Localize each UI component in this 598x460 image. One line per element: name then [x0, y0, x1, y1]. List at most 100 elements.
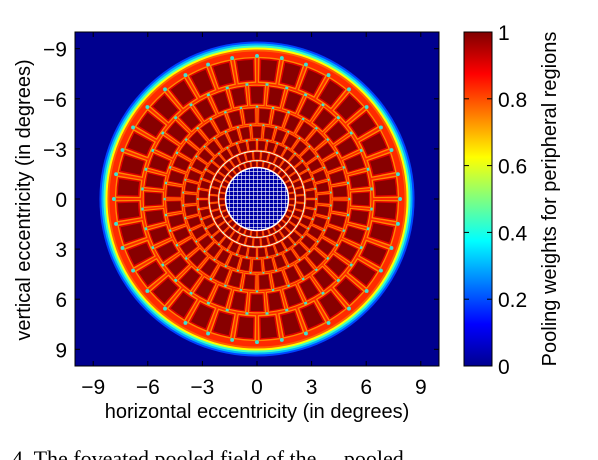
pooling-region-core	[295, 225, 307, 235]
pooling-region-core	[238, 246, 247, 256]
pooling-region-core	[127, 133, 153, 155]
pooling-region-core	[316, 206, 329, 216]
pooling-region-core	[203, 217, 214, 227]
pooling-region-core	[329, 214, 346, 228]
pooling-region-core	[240, 258, 250, 271]
pooling-region-core	[274, 255, 286, 269]
pooling-region-core	[263, 230, 269, 236]
pooling-region-core	[199, 200, 208, 208]
pooling-region-core	[274, 232, 283, 241]
pooling-region-core	[260, 59, 278, 82]
pooling-region-core	[284, 134, 297, 148]
pooling-region-core	[199, 235, 213, 249]
region-junction	[131, 268, 136, 273]
pooling-region-core	[200, 209, 210, 218]
region-junction	[114, 172, 119, 177]
region-junction	[111, 197, 116, 201]
pooling-region-core	[293, 180, 302, 188]
region-junction	[275, 126, 278, 129]
y-tick-label: 0	[55, 189, 67, 212]
pooling-region-core	[326, 122, 347, 142]
pooling-region-core	[361, 133, 387, 155]
pooling-region-core	[217, 134, 230, 148]
pooling-region-core	[280, 227, 289, 237]
pooling-region-core	[326, 256, 347, 276]
pooling-region-core	[280, 161, 289, 171]
pooling-region-core	[168, 214, 185, 228]
pooling-region-core	[210, 188, 219, 195]
pooling-region-core	[138, 261, 164, 286]
pooling-region-core	[245, 162, 251, 168]
pooling-region-core	[269, 164, 275, 171]
pooling-region-core	[293, 210, 302, 218]
x-tick-label: 9	[415, 376, 427, 399]
pooling-region-core	[297, 259, 313, 276]
pooling-region-core	[153, 95, 178, 120]
pooling-region-core	[192, 226, 206, 239]
region-junction	[370, 207, 374, 211]
pooling-region-core	[301, 149, 315, 163]
pooling-region-core	[187, 216, 201, 228]
pooling-region-core	[117, 178, 140, 196]
pooling-region-core	[304, 180, 314, 189]
y-axis-ticks: −9 −6 −3 0 3 6 9	[43, 39, 439, 362]
pooling-region-core	[219, 193, 225, 198]
region-junction	[395, 221, 400, 226]
pooling-region-core	[120, 155, 144, 175]
pooling-region-core	[185, 206, 198, 216]
y-tick-label: 6	[55, 289, 67, 312]
region-junction	[366, 227, 370, 231]
pooling-region-core	[288, 205, 294, 211]
pooling-region-core	[250, 294, 264, 311]
pooling-region-core	[289, 231, 301, 243]
pooling-region-core	[213, 312, 233, 336]
pooling-region-core	[239, 164, 245, 171]
region-junction	[249, 271, 252, 274]
region-junction	[255, 105, 259, 108]
colorbar-tick-label: 0.6	[498, 156, 527, 179]
region-junction	[140, 187, 144, 191]
region-junction	[329, 204, 332, 207]
pooling-region-core	[252, 260, 262, 272]
pooling-region-core	[189, 131, 206, 148]
pooling-region-core	[231, 87, 246, 106]
region-junction	[120, 245, 125, 250]
pooling-region-core	[207, 243, 221, 257]
region-junction	[255, 290, 259, 293]
region-junction	[346, 181, 350, 185]
fovea-grid	[225, 167, 289, 231]
pooling-region-core	[225, 227, 234, 237]
region-junction	[120, 148, 125, 153]
pooling-region-core	[199, 149, 213, 163]
pooling-region-core	[187, 170, 201, 182]
region-junction	[378, 268, 383, 273]
pooling-region-core	[229, 242, 239, 253]
pooling-region-core	[210, 196, 218, 202]
y-tick-label: 3	[55, 239, 67, 262]
region-junction	[184, 217, 187, 220]
pooling-region-core	[275, 242, 285, 253]
pooling-region-core	[191, 69, 213, 95]
region-junction	[346, 213, 350, 217]
pooling-region-core	[268, 292, 283, 311]
pooling-region-core	[295, 188, 304, 195]
y-axis-title: vertical eccentricity (in degrees)	[13, 59, 35, 340]
region-junction	[303, 62, 308, 67]
pooling-region-core	[296, 196, 304, 202]
region-junction	[364, 105, 369, 109]
heatmap-pooling-regions	[99, 41, 415, 357]
pooling-region-core	[374, 202, 397, 220]
region-junction	[163, 197, 166, 201]
colorbar-tick-label: 0.2	[498, 289, 527, 312]
pooling-region-core	[289, 155, 301, 167]
pooling-region-core	[344, 226, 365, 244]
colorbar	[463, 31, 493, 367]
pooling-region-core	[201, 259, 217, 276]
pooling-region-core	[285, 266, 300, 283]
pooling-region-core	[308, 131, 325, 148]
y-tick-label: 9	[55, 339, 67, 362]
pooling-region-core	[248, 141, 256, 150]
region-junction	[183, 73, 188, 78]
pooling-region-core	[260, 316, 278, 339]
pooling-region-core	[214, 115, 229, 132]
